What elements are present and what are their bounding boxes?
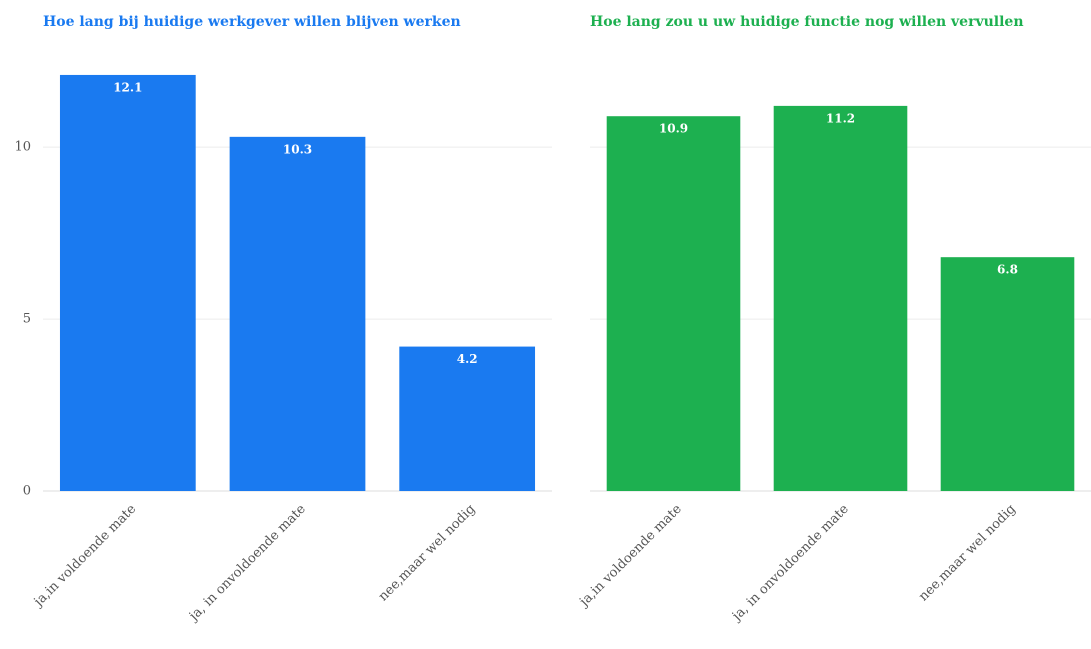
y-tick-label: 5: [23, 312, 31, 327]
bar: [606, 116, 741, 491]
chart-title: Hoe lang bij huidige werkgever willen bl…: [43, 14, 461, 30]
value-label: 4.2: [457, 352, 478, 366]
bar: [229, 136, 366, 492]
value-label: 12.1: [113, 80, 142, 94]
value-label: 11.2: [826, 111, 855, 125]
y-tick-label: 0: [23, 484, 31, 499]
bar: [399, 346, 536, 491]
bar: [59, 74, 196, 491]
value-label: 10.3: [283, 142, 312, 156]
x-tick-label: ja, in onvoldoende mate: [185, 501, 309, 625]
value-label: 6.8: [997, 263, 1018, 277]
bar: [773, 105, 908, 492]
x-tick-label: ja, in onvoldoende mate: [728, 501, 852, 625]
value-label: 10.9: [659, 122, 688, 136]
x-tick-label: ja,in voldoende mate: [30, 501, 139, 610]
y-tick-label: 10: [14, 140, 31, 155]
x-tick-label: nee,maar wel nodig: [376, 502, 479, 605]
x-tick-label: ja,in voldoende mate: [576, 501, 685, 610]
bar: [940, 257, 1075, 491]
chart-title: Hoe lang zou u uw huidige functie nog wi…: [590, 14, 1024, 30]
x-tick-label: nee,maar wel nodig: [916, 502, 1019, 605]
